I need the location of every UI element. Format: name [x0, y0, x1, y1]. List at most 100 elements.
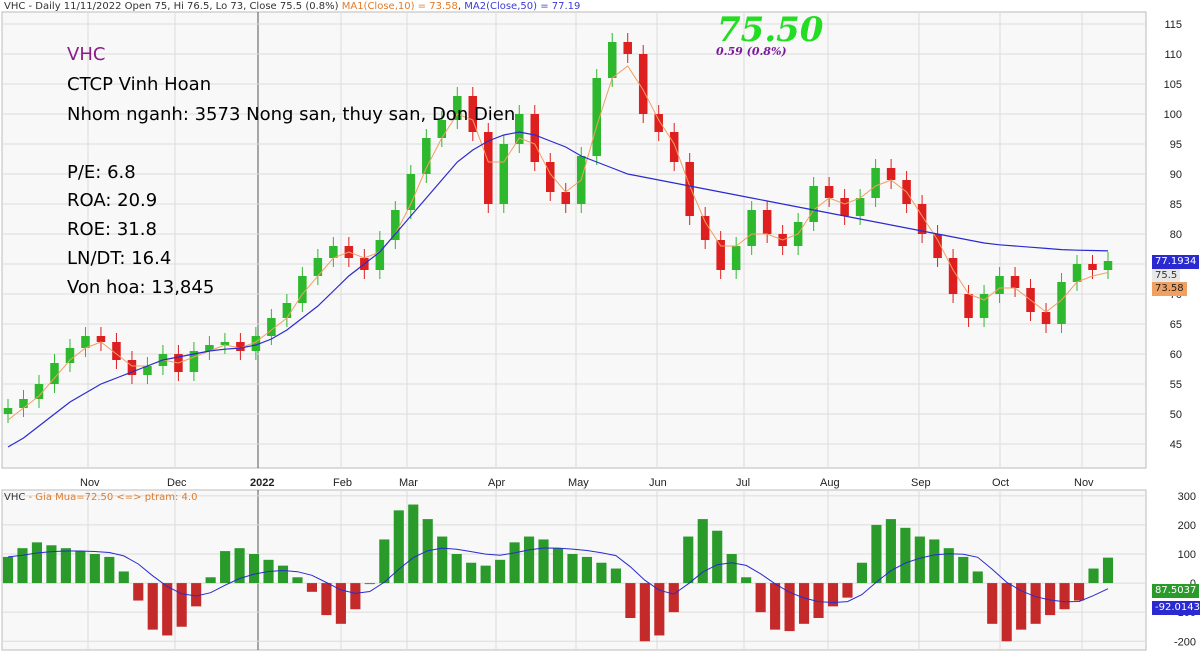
- candle-body: [995, 276, 1004, 294]
- oscillator-bar: [437, 536, 448, 584]
- last-price: 75.50: [717, 10, 824, 50]
- oscillator-bar: [943, 548, 954, 584]
- candle-body: [81, 336, 90, 348]
- oscillator-bar: [842, 583, 853, 598]
- candle-body: [824, 186, 834, 198]
- osc-tick-label: 100: [1178, 549, 1196, 561]
- oscillator-bar: [784, 583, 795, 632]
- lower-header-symbol: VHC: [4, 492, 26, 503]
- candle-body: [747, 210, 756, 246]
- oscillator-bar: [1088, 568, 1099, 584]
- oscillator-bar: [726, 554, 737, 584]
- candle-body: [545, 162, 555, 192]
- candle-body: [34, 384, 44, 399]
- x-tick-label: Aug: [820, 477, 840, 489]
- oscillator-bar: [176, 583, 187, 627]
- price-change: 0.59 (0.8%): [716, 45, 787, 58]
- price-tick-label: 80: [1170, 229, 1182, 241]
- candle-body: [607, 42, 617, 78]
- x-tick-label: Jul: [736, 477, 750, 489]
- oscillator-bar: [885, 519, 896, 584]
- oscillator-bar: [683, 536, 694, 584]
- x-tick-label: Mar: [399, 477, 418, 489]
- oscillator-bar: [929, 539, 940, 584]
- info-sector: Nhom nganh: 3573 Nong san, thuy san, Don…: [67, 104, 516, 125]
- price-tick-label: 115: [1164, 19, 1182, 31]
- candle-body: [731, 246, 741, 270]
- candle-body: [406, 174, 416, 210]
- candle-body: [127, 360, 137, 375]
- oscillator-bar: [350, 583, 361, 610]
- oscillator-bar: [1059, 583, 1070, 610]
- oscillator-bar: [451, 554, 462, 584]
- candle-body: [871, 168, 880, 198]
- oscillator-bar: [162, 583, 173, 636]
- oscillator-bar: [697, 519, 708, 584]
- candle-body: [716, 240, 725, 270]
- oscillator-bar: [871, 524, 882, 584]
- close-tag: 75.5: [1152, 269, 1181, 283]
- oscillator-bar: [654, 583, 665, 636]
- upper-chart-header: VHC - Daily 11/11/2022 Open 75, Hi 76.5,…: [4, 1, 581, 12]
- oscillator-bar: [914, 536, 925, 584]
- candle-body: [561, 192, 571, 204]
- candle-body: [422, 138, 431, 174]
- oscillator-bar: [1016, 583, 1027, 630]
- candle-body: [189, 351, 199, 372]
- candle-body: [236, 342, 245, 351]
- header-symbol: VHC: [4, 1, 26, 12]
- candle-body: [220, 342, 230, 345]
- oscillator-bar: [466, 562, 477, 584]
- candle-body: [809, 186, 818, 222]
- oscillator-bar: [610, 568, 621, 584]
- candle-body: [96, 336, 106, 342]
- oscillator-bar: [552, 548, 564, 584]
- candle-body: [530, 114, 540, 162]
- oscillator-bar: [495, 559, 506, 584]
- lower-header-text: - Gia Mua=72.50 <=> ptram: 4.0: [25, 492, 198, 503]
- candle-body: [1057, 282, 1066, 324]
- x-tick-label: Apr: [488, 477, 505, 489]
- candle-body: [700, 216, 710, 240]
- candle-body: [638, 54, 648, 114]
- candle-body: [282, 303, 292, 318]
- oscillator-bar: [827, 583, 839, 607]
- oscillator-bar: [2, 556, 14, 584]
- candle-body: [855, 198, 865, 216]
- candle-body: [3, 408, 13, 414]
- candle-body: [19, 399, 28, 408]
- candle-body: [313, 258, 323, 276]
- oscillator-bar: [118, 571, 129, 584]
- oscillator-bar: [191, 583, 202, 607]
- candle-body: [468, 96, 478, 132]
- candle-body: [453, 96, 462, 120]
- oscillator-bar: [712, 530, 723, 584]
- price-tick-label: 100: [1164, 109, 1182, 121]
- oscillator-bar: [277, 565, 289, 584]
- price-tick-label: 90: [1170, 169, 1182, 181]
- info-roe: ROE: 31.8: [67, 219, 157, 240]
- info-vonhoa: Von hoa: 13,845: [67, 277, 215, 298]
- oscillator-bar: [248, 554, 260, 584]
- candle-body: [964, 294, 973, 318]
- oscillator-bar: [17, 548, 28, 584]
- candle-body: [1088, 264, 1097, 270]
- candle-body: [685, 162, 694, 216]
- oscillator-bar: [220, 551, 231, 584]
- candle-body: [515, 114, 524, 144]
- candle-body: [669, 132, 679, 162]
- oscillator-bar: [625, 583, 636, 618]
- candle-body: [391, 210, 400, 240]
- oscillator-bar: [856, 562, 868, 584]
- oscillator-bar: [133, 583, 144, 601]
- candle-body: [840, 198, 849, 216]
- x-tick-label: Nov: [1074, 477, 1094, 489]
- price-panel: [1, 11, 1147, 469]
- osc-neg-tag: -92.0143: [1152, 601, 1200, 615]
- oscillator-bar: [480, 565, 491, 584]
- x-tick-label: Feb: [333, 477, 352, 489]
- candle-body: [933, 234, 942, 258]
- info-symbol: VHC: [67, 44, 106, 65]
- candle-body: [623, 42, 632, 54]
